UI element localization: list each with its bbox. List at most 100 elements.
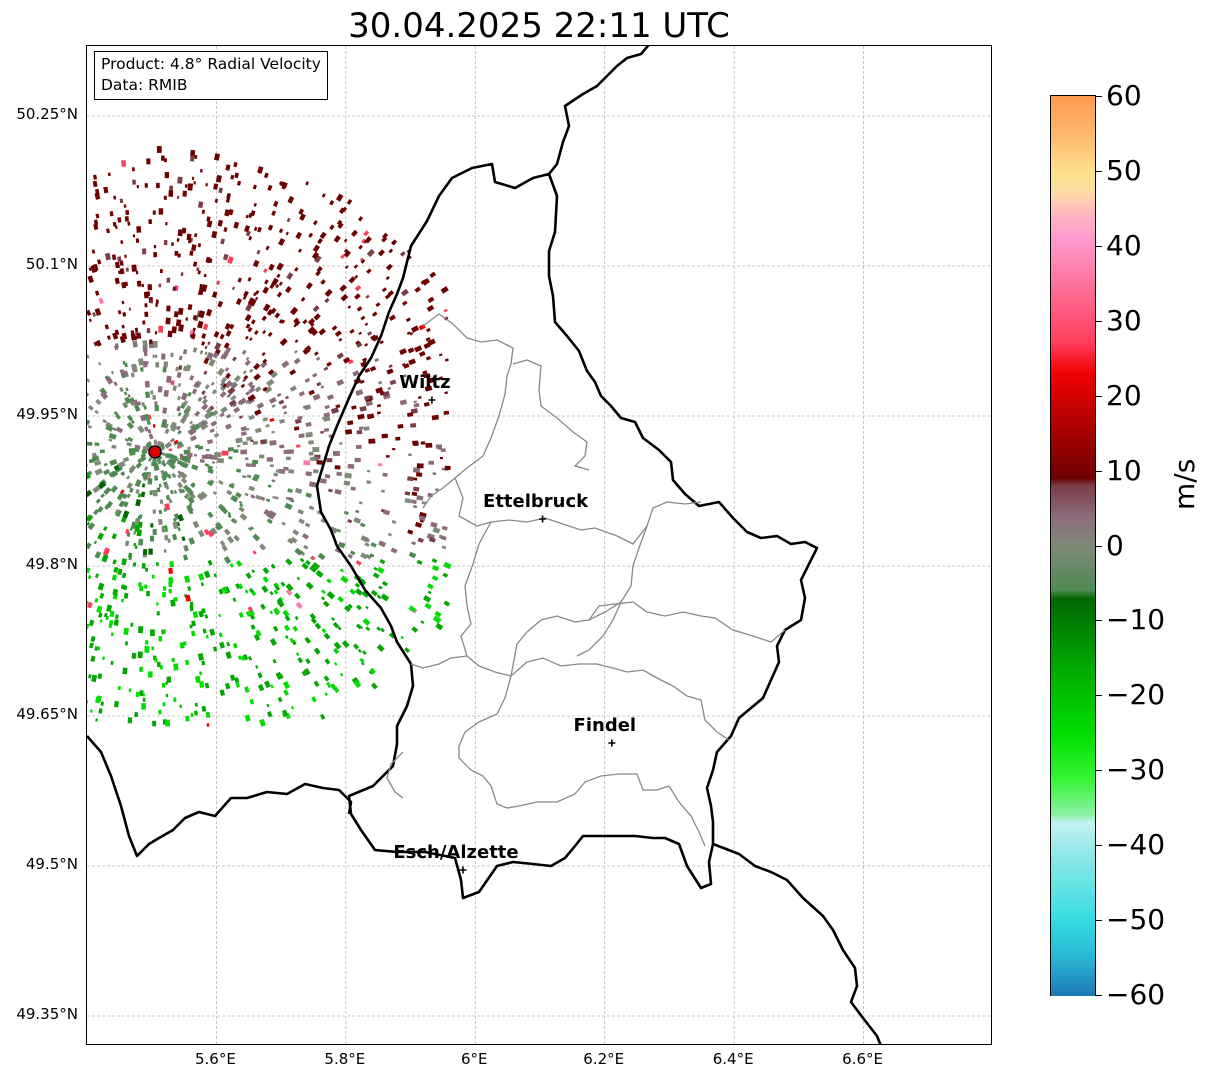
radar-echo-pixel <box>318 328 326 336</box>
radar-echo-pixel <box>212 646 218 652</box>
radar-echo-pixel <box>196 493 205 501</box>
radar-echo-pixel <box>220 406 228 414</box>
radar-map[interactable] <box>86 45 992 1045</box>
radar-echo-pixel <box>177 470 182 475</box>
radar-echo-pixel <box>243 225 251 233</box>
radar-echo-pixel <box>141 401 146 407</box>
radar-echo-pixel <box>88 318 92 323</box>
radar-echo-pixel <box>134 444 141 450</box>
radar-echo-pixel <box>283 466 289 471</box>
radar-echo-pixel <box>309 457 315 461</box>
radar-echo-pixel <box>324 297 330 304</box>
radar-echo-pixel <box>93 540 98 545</box>
radar-echo-pixel <box>416 559 423 566</box>
radar-echo-pixel <box>438 376 444 381</box>
radar-echo-pixel <box>319 231 327 240</box>
radar-echo-pixel <box>187 446 191 450</box>
radar-echo-pixel <box>373 566 378 571</box>
radar-echo-pixel <box>287 196 295 204</box>
radar-echo-pixel <box>161 459 166 464</box>
radar-echo-pixel <box>164 423 169 429</box>
city-label: Esch/Alzette <box>393 842 519 863</box>
radar-echo-pixel <box>119 489 125 495</box>
radar-echo-pixel <box>138 358 144 366</box>
radar-echo-pixel <box>423 342 431 349</box>
radar-echo-pixel <box>194 702 198 707</box>
radar-echo-pixel <box>172 521 179 530</box>
radar-echo-pixel <box>376 411 381 415</box>
colorbar-tick <box>1096 695 1102 697</box>
radar-echo-pixel <box>87 275 94 284</box>
radar-echo-pixel <box>263 268 268 274</box>
radar-echo-pixel <box>270 684 274 689</box>
radar-echo-pixel <box>364 322 369 327</box>
radar-echo-pixel <box>143 405 147 410</box>
radar-echo-pixel <box>435 622 444 631</box>
radar-echo-pixel <box>140 453 147 459</box>
radar-echo-pixel <box>101 554 109 563</box>
radar-echo-pixel <box>139 414 146 422</box>
radar-echo-pixel <box>305 421 312 427</box>
radar-echo-pixel <box>267 711 273 718</box>
radar-echo-pixel <box>353 264 359 269</box>
radar-echo-pixel <box>119 335 126 344</box>
radar-echo-pixel <box>185 659 190 666</box>
radar-echo-pixel <box>212 352 219 359</box>
radar-echo-pixel <box>321 628 327 634</box>
radar-echo-pixel <box>383 390 390 397</box>
radar-echo-pixel <box>181 488 186 494</box>
radar-echo-pixel <box>172 385 178 391</box>
radar-echo-pixel <box>267 369 275 376</box>
radar-echo-pixel <box>176 195 180 199</box>
radar-echo-pixel <box>198 285 205 293</box>
radar-site-marker[interactable] <box>148 445 162 459</box>
radar-echo-pixel <box>301 533 309 540</box>
radar-echo-pixel <box>180 272 184 277</box>
radar-echo-pixel <box>238 506 245 513</box>
radar-echo-pixel <box>219 641 225 649</box>
radar-echo-pixel <box>339 207 346 215</box>
radar-echo-pixel <box>92 452 97 456</box>
radar-echo-pixel <box>323 412 331 418</box>
radar-echo-pixel <box>228 208 234 216</box>
radar-echo-pixel <box>235 298 243 306</box>
radar-echo-pixel <box>376 644 385 652</box>
radar-echo-pixel <box>261 315 267 322</box>
lon-tick-label: 5.8°E <box>324 1050 366 1068</box>
radar-echo-pixel <box>120 471 125 476</box>
radar-echo-pixel <box>224 322 231 330</box>
radar-echo-pixel <box>379 340 384 345</box>
radar-echo-pixel <box>218 588 224 595</box>
radar-echo-pixel <box>326 591 336 600</box>
radar-echo-pixel <box>128 448 136 454</box>
radar-echo-pixel <box>338 337 343 342</box>
radar-echo-pixel <box>337 626 342 631</box>
radar-echo-pixel <box>177 229 183 237</box>
radar-echo-pixel <box>400 288 409 297</box>
radar-echo-pixel <box>135 270 139 275</box>
radar-echo-pixel <box>424 602 432 610</box>
radar-echo-pixel <box>93 341 98 347</box>
radar-echo-pixel <box>422 370 428 375</box>
radar-echo-pixel <box>269 638 277 647</box>
lat-tick-label: 50.25°N <box>16 105 78 123</box>
radar-echo-pixel <box>424 385 433 392</box>
radar-echo-pixel <box>191 388 198 395</box>
radar-echo-pixel <box>135 691 140 697</box>
radar-echo-pixel <box>147 284 152 291</box>
radar-echo-pixel <box>282 609 290 618</box>
radar-echo-pixel <box>359 625 364 630</box>
radar-echo-pixel <box>185 594 191 602</box>
radar-echo-pixel <box>331 325 338 331</box>
radar-echo-pixel <box>285 558 293 566</box>
radar-echo-pixel <box>226 192 232 199</box>
radar-echo-pixel <box>304 637 312 644</box>
radar-echo-pixel <box>130 363 137 372</box>
radar-echo-pixel <box>197 270 201 275</box>
radar-echo-pixel <box>344 429 353 435</box>
radar-echo-pixel <box>290 536 298 544</box>
radar-echo-pixel <box>260 439 267 445</box>
radar-echo-pixel <box>187 391 192 397</box>
radar-echo-pixel <box>176 459 184 466</box>
radar-echo-pixel <box>230 382 236 388</box>
